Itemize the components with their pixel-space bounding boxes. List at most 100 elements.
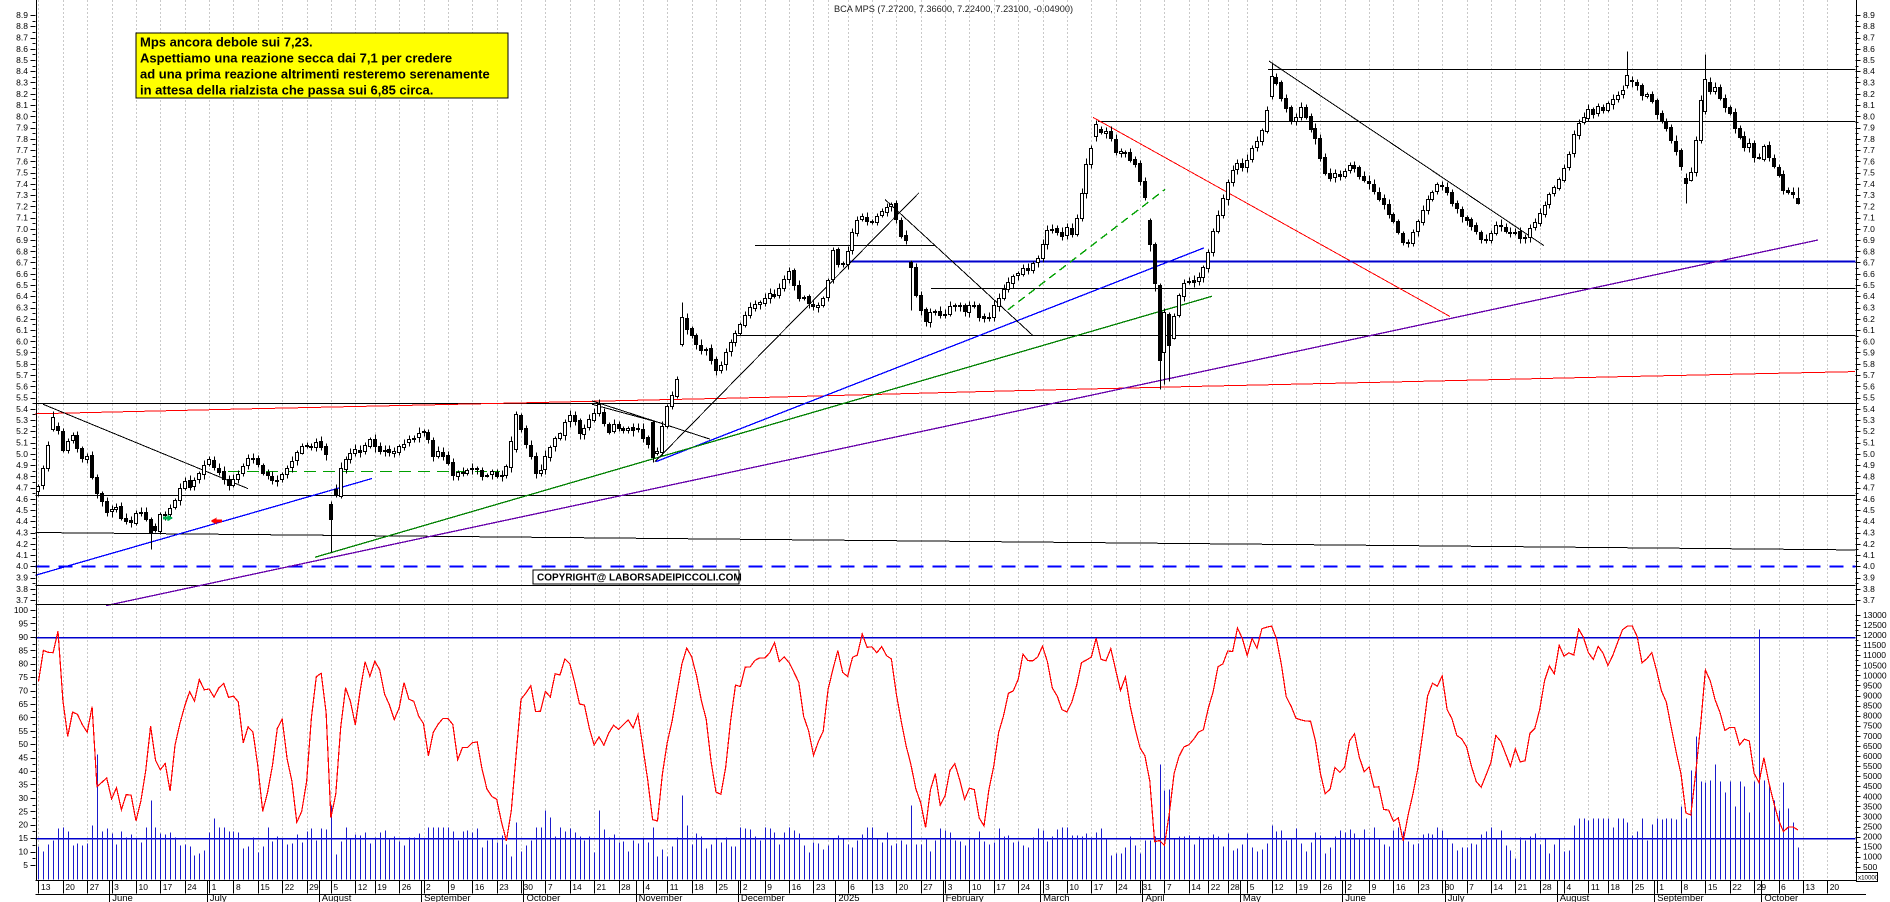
svg-text:26: 26 (402, 882, 412, 892)
svg-text:4.5: 4.5 (16, 505, 28, 515)
svg-text:21: 21 (1518, 882, 1528, 892)
svg-text:8.7: 8.7 (1863, 33, 1875, 43)
svg-text:2: 2 (1347, 882, 1352, 892)
svg-text:8000: 8000 (1863, 711, 1882, 721)
svg-text:5.0: 5.0 (16, 449, 28, 459)
svg-text:5.2: 5.2 (16, 426, 28, 436)
svg-text:5.1: 5.1 (16, 438, 28, 448)
svg-text:30: 30 (524, 882, 534, 892)
svg-text:65: 65 (19, 699, 29, 709)
svg-text:October: October (527, 893, 561, 902)
svg-text:3: 3 (1045, 882, 1050, 892)
svg-text:4.6: 4.6 (1863, 494, 1875, 504)
svg-text:28: 28 (621, 882, 631, 892)
svg-text:4: 4 (645, 882, 650, 892)
svg-text:17: 17 (1094, 882, 1104, 892)
svg-text:5000: 5000 (1863, 771, 1882, 781)
svg-text:30: 30 (1445, 882, 1455, 892)
svg-text:5.9: 5.9 (16, 348, 28, 358)
svg-text:90: 90 (19, 632, 29, 642)
svg-text:14: 14 (1191, 882, 1201, 892)
svg-text:15: 15 (19, 833, 29, 843)
svg-text:November: November (639, 893, 683, 902)
svg-text:December: December (741, 893, 785, 902)
svg-text:31: 31 (1143, 882, 1153, 892)
svg-text:50: 50 (19, 739, 29, 749)
svg-text:100: 100 (14, 605, 28, 615)
svg-text:April: April (1146, 893, 1165, 902)
svg-text:6.2: 6.2 (16, 314, 28, 324)
svg-text:80: 80 (19, 659, 29, 669)
svg-text:4000: 4000 (1863, 791, 1882, 801)
svg-text:18: 18 (694, 882, 704, 892)
svg-text:4.3: 4.3 (1863, 528, 1875, 538)
svg-text:9: 9 (1372, 882, 1377, 892)
svg-text:7.5: 7.5 (1863, 168, 1875, 178)
svg-text:7.6: 7.6 (16, 156, 28, 166)
svg-text:45: 45 (19, 753, 29, 763)
svg-text:6500: 6500 (1863, 741, 1882, 751)
svg-text:in attesa della rialzista che: in attesa della rialzista che passa sui … (140, 83, 433, 98)
svg-text:17: 17 (996, 882, 1006, 892)
svg-text:5.2: 5.2 (1863, 426, 1875, 436)
svg-text:12: 12 (358, 882, 368, 892)
svg-text:7.8: 7.8 (16, 134, 28, 144)
svg-text:5.7: 5.7 (16, 370, 28, 380)
svg-text:7.9: 7.9 (1863, 123, 1875, 133)
svg-text:13: 13 (41, 882, 51, 892)
svg-text:4.4: 4.4 (1863, 516, 1875, 526)
svg-text:8500: 8500 (1863, 701, 1882, 711)
svg-text:6.1: 6.1 (1863, 325, 1875, 335)
svg-text:8.5: 8.5 (1863, 55, 1875, 65)
svg-text:24: 24 (1118, 882, 1128, 892)
svg-text:13: 13 (874, 882, 884, 892)
svg-text:5.3: 5.3 (1863, 415, 1875, 425)
svg-text:22: 22 (1211, 882, 1221, 892)
svg-text:8.3: 8.3 (1863, 78, 1875, 88)
svg-text:4.2: 4.2 (1863, 539, 1875, 549)
svg-text:3: 3 (114, 882, 119, 892)
svg-text:16: 16 (792, 882, 802, 892)
svg-text:11000: 11000 (1863, 650, 1886, 660)
svg-text:7.5: 7.5 (16, 168, 28, 178)
svg-text:6.6: 6.6 (16, 269, 28, 279)
svg-text:60: 60 (19, 712, 29, 722)
svg-text:20: 20 (899, 882, 909, 892)
svg-text:6.5: 6.5 (16, 280, 28, 290)
svg-text:6.7: 6.7 (16, 258, 28, 268)
svg-text:7: 7 (548, 882, 553, 892)
svg-text:19: 19 (1299, 882, 1309, 892)
svg-text:7.8: 7.8 (1863, 134, 1875, 144)
svg-text:7: 7 (1469, 882, 1474, 892)
svg-text:3: 3 (948, 882, 953, 892)
svg-text:6.8: 6.8 (1863, 246, 1875, 256)
svg-text:30: 30 (19, 793, 29, 803)
svg-text:8.6: 8.6 (1863, 44, 1875, 54)
svg-text:June: June (112, 893, 133, 902)
svg-text:7.1: 7.1 (1863, 213, 1875, 223)
svg-text:1: 1 (212, 882, 217, 892)
svg-text:7.7: 7.7 (1863, 145, 1875, 155)
svg-text:6.5: 6.5 (1863, 280, 1875, 290)
svg-text:August: August (322, 893, 352, 902)
svg-text:5.1: 5.1 (1863, 438, 1875, 448)
svg-text:27: 27 (90, 882, 100, 892)
svg-text:23: 23 (816, 882, 826, 892)
svg-text:8.9: 8.9 (1863, 10, 1875, 20)
svg-text:18: 18 (1610, 882, 1620, 892)
svg-text:23: 23 (499, 882, 509, 892)
svg-text:7.4: 7.4 (16, 179, 28, 189)
svg-text:5.8: 5.8 (16, 359, 28, 369)
svg-text:8.1: 8.1 (1863, 100, 1875, 110)
svg-text:ad una prima reazione altrimen: ad una prima reazione altrimenti restere… (140, 67, 490, 82)
svg-text:29: 29 (309, 882, 319, 892)
svg-text:2: 2 (743, 882, 748, 892)
svg-text:BCA MPS (7.27200, 7.36600, 7.2: BCA MPS (7.27200, 7.36600, 7.22400, 7.23… (834, 4, 1073, 14)
svg-text:8.9: 8.9 (16, 10, 28, 20)
svg-text:8.5: 8.5 (16, 55, 28, 65)
svg-text:Mps ancora debole sui 7,23.: Mps ancora debole sui 7,23. (140, 35, 313, 50)
svg-text:12000: 12000 (1863, 630, 1887, 640)
svg-text:10: 10 (1069, 882, 1079, 892)
svg-text:February: February (946, 893, 984, 902)
svg-text:11: 11 (1591, 882, 1600, 892)
